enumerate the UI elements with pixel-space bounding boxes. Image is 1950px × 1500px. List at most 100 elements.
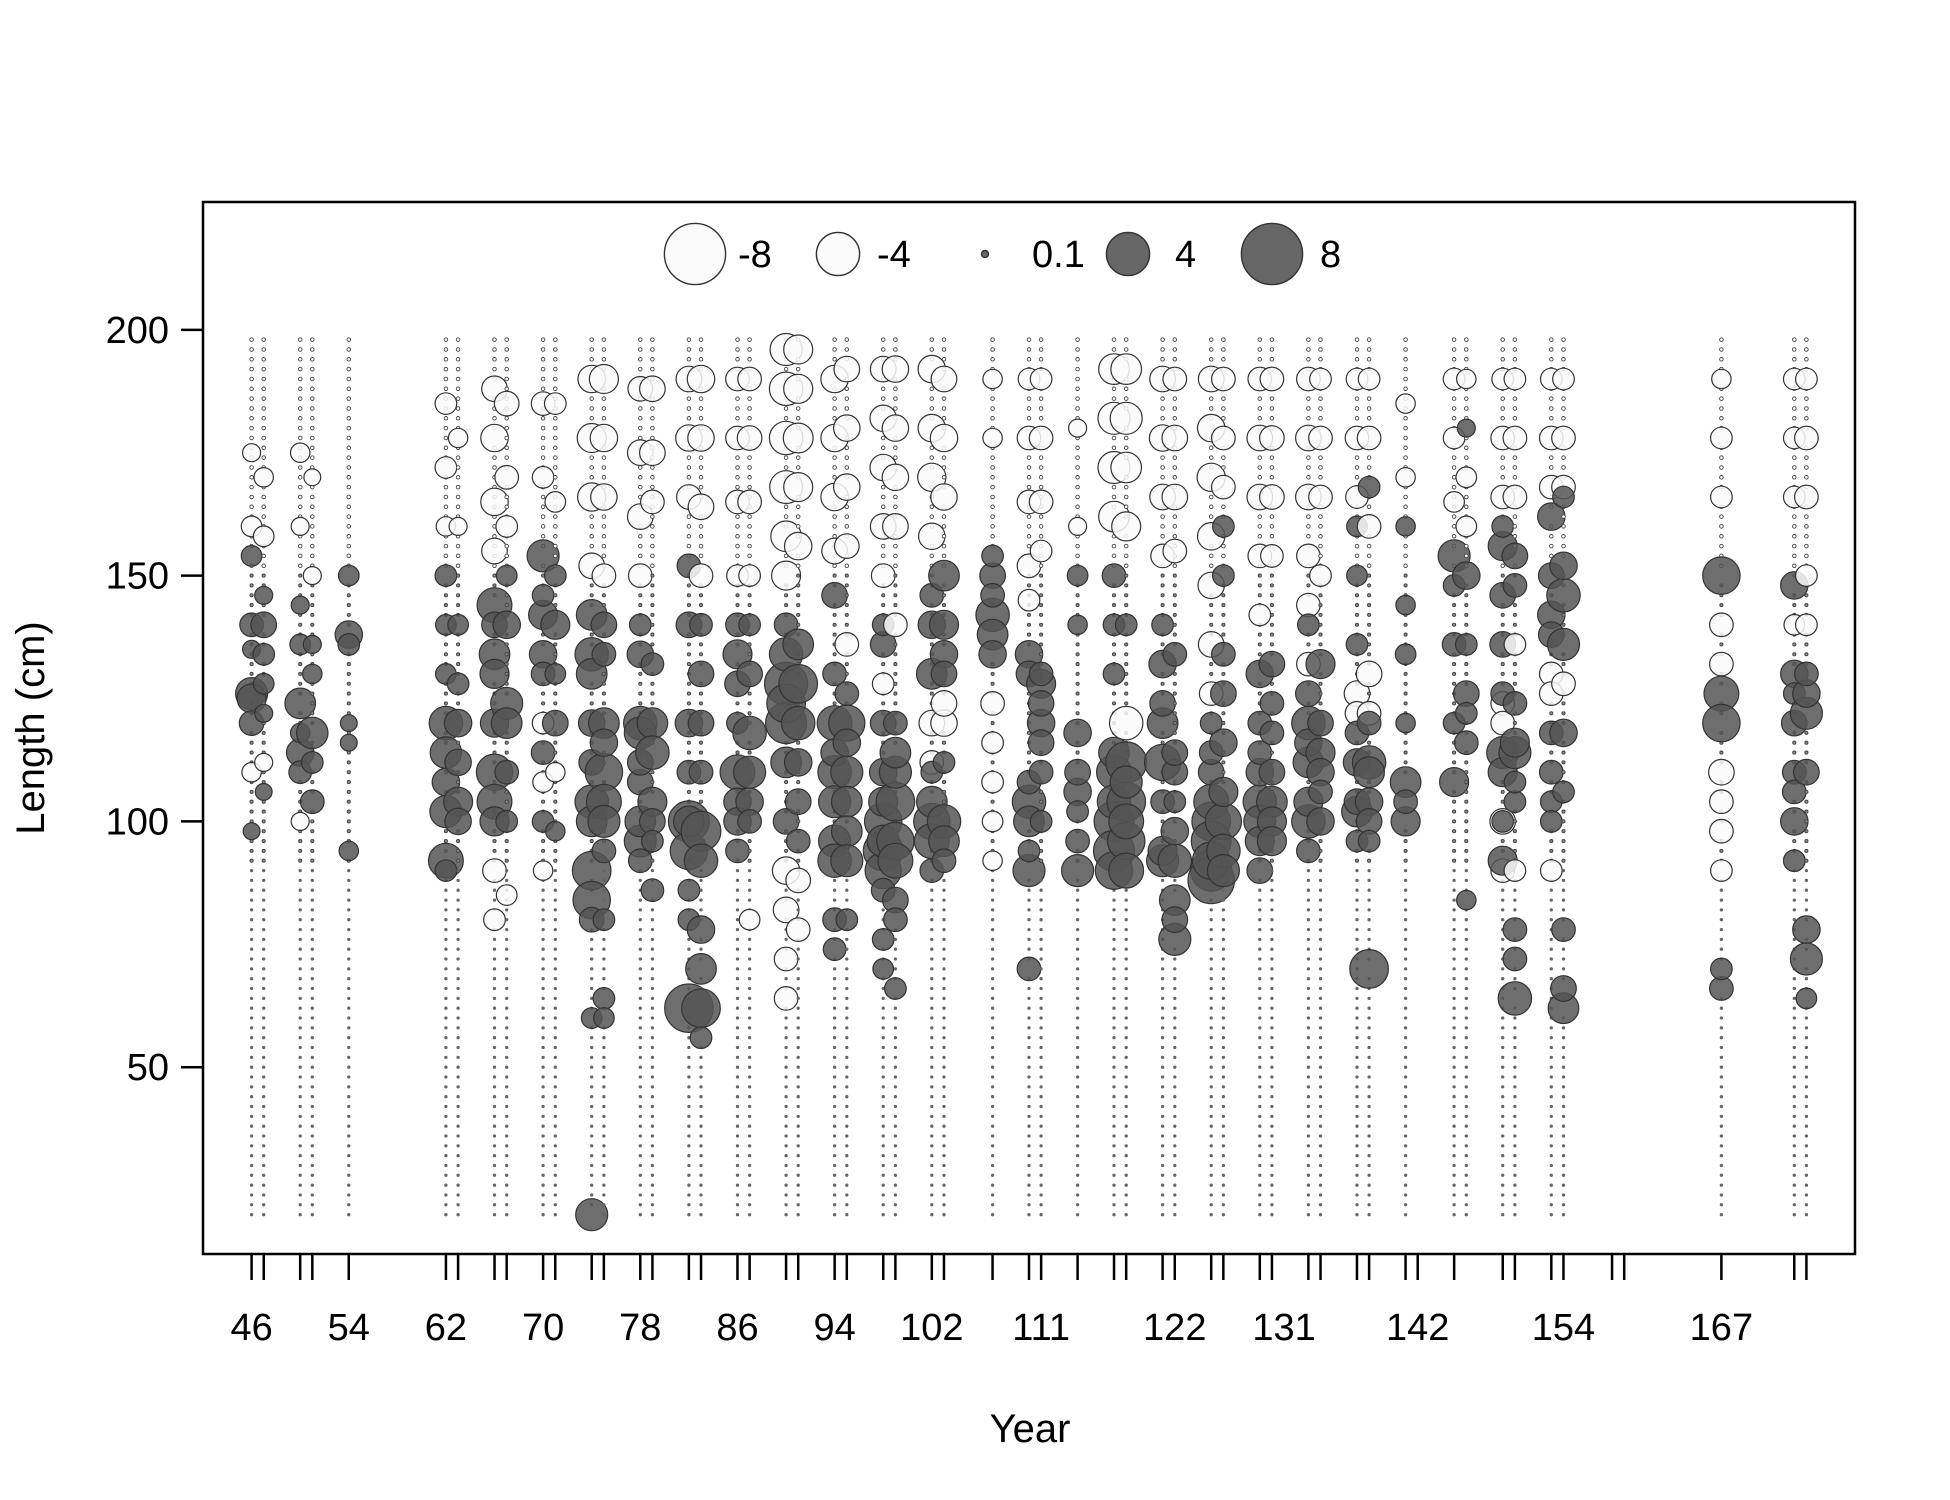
- bubble-point: [1027, 1183, 1031, 1187]
- bubble-point: [1318, 642, 1323, 647]
- bubble-point: [1804, 829, 1809, 834]
- bubble-point: [262, 947, 266, 951]
- bubble-point: [1452, 1124, 1456, 1128]
- bubble-point: [990, 986, 995, 991]
- bubble-point: [832, 1104, 837, 1109]
- bubble-point: [1464, 967, 1468, 971]
- negative-residual-bubble: [1503, 367, 1527, 391]
- bubble-point: [1464, 445, 1469, 451]
- positive-residual-bubble: [932, 751, 956, 774]
- bubble-point: [1258, 1124, 1262, 1128]
- bubble-point: [1039, 888, 1043, 892]
- bubble-point: [929, 740, 934, 745]
- bubble-point: [1258, 1016, 1262, 1020]
- positive-residual-bubble: [683, 843, 719, 879]
- bubble-point: [541, 957, 545, 961]
- bubble-point: [1804, 1193, 1809, 1197]
- bubble-point: [443, 494, 449, 500]
- positive-residual-bubble: [1501, 542, 1529, 570]
- positive-residual-bubble: [591, 838, 617, 864]
- bubble-point: [1257, 573, 1262, 578]
- bubble-point: [553, 534, 558, 539]
- bubble-point: [784, 1095, 788, 1099]
- positive-residual-bubble: [1063, 718, 1092, 748]
- bubble-point: [1221, 1026, 1226, 1030]
- bubble-point: [638, 1065, 642, 1069]
- bubble-point: [456, 967, 460, 971]
- bubble-point: [1318, 927, 1323, 932]
- bubble-point: [990, 1154, 995, 1158]
- bubble-point: [1075, 1154, 1080, 1158]
- bubble-point: [1561, 898, 1566, 902]
- positive-residual-bubble: [495, 810, 519, 833]
- bubble-point: [1075, 504, 1080, 510]
- negative-residual-bubble: [302, 565, 322, 586]
- negative-residual-bubble: [1108, 705, 1144, 741]
- bubble-point: [346, 671, 351, 676]
- bubble-point: [261, 829, 266, 834]
- negative-residual-bubble: [481, 537, 508, 565]
- bubble-point: [1792, 642, 1797, 647]
- bubble-point: [650, 612, 655, 617]
- positive-residual-bubble: [1549, 718, 1578, 748]
- bubble-point: [541, 1173, 545, 1177]
- negative-residual-bubble: [1709, 859, 1733, 882]
- bubble-point: [699, 1154, 703, 1158]
- bubble-point: [1452, 750, 1457, 755]
- bubble-point: [444, 1203, 448, 1207]
- bubble-point: [893, 593, 898, 598]
- bubble-point: [249, 465, 254, 470]
- bubble-point: [540, 494, 546, 500]
- bubble-point: [443, 347, 449, 352]
- bubble-point: [942, 1154, 946, 1158]
- bubble-point: [249, 1114, 254, 1119]
- bubble-point: [1719, 465, 1724, 470]
- bubble-point: [1719, 1144, 1724, 1148]
- bubble-point: [1355, 1006, 1359, 1010]
- bubble-point: [298, 1193, 302, 1197]
- bubble-point: [1452, 937, 1456, 942]
- bubble-point: [1269, 357, 1275, 362]
- bubble-point: [1075, 406, 1080, 411]
- bubble-point: [1075, 1026, 1080, 1030]
- bubble-point: [747, 1045, 752, 1050]
- bubble-point: [1403, 1124, 1408, 1128]
- negative-residual-bubble: [1708, 651, 1734, 677]
- bubble-point: [1355, 1203, 1359, 1207]
- bubble-point: [1039, 1026, 1043, 1030]
- bubble-point: [1354, 337, 1360, 342]
- bubble-point: [1804, 789, 1809, 794]
- bubble-point: [1804, 1213, 1809, 1217]
- bubble-point: [1355, 868, 1359, 873]
- bubble-point: [298, 1163, 302, 1168]
- bubble-point: [990, 967, 995, 971]
- bubble-point: [310, 780, 315, 785]
- bubble-point: [1561, 1055, 1566, 1060]
- bubble-point: [1318, 1026, 1323, 1030]
- negative-residual-bubble: [783, 531, 813, 561]
- bubble-point: [1221, 770, 1226, 775]
- bubble-point: [1452, 1173, 1456, 1177]
- bubble-point: [1561, 524, 1566, 529]
- negative-residual-bubble: [1210, 474, 1236, 500]
- bubble-point: [735, 1065, 740, 1069]
- bubble-point: [1451, 475, 1457, 480]
- bubble-point: [930, 1154, 934, 1158]
- bubble-point: [796, 1026, 800, 1030]
- positive-residual-bubble: [732, 755, 767, 789]
- negative-residual-bubble: [1028, 425, 1054, 451]
- bubble-point: [540, 435, 546, 441]
- bubble-point: [735, 1045, 740, 1050]
- bubble-point: [1464, 1095, 1468, 1099]
- bubble-point: [893, 681, 898, 686]
- bubble-point: [249, 918, 254, 922]
- bubble-point: [1355, 1085, 1359, 1089]
- bubble-point: [881, 1173, 885, 1177]
- bubble-point: [784, 1065, 788, 1069]
- negative-residual-bubble: [290, 811, 310, 832]
- bubble-point: [1354, 603, 1360, 608]
- bubble-point: [1124, 652, 1129, 657]
- bubble-point: [1549, 534, 1554, 539]
- bubble-point: [1513, 1036, 1517, 1040]
